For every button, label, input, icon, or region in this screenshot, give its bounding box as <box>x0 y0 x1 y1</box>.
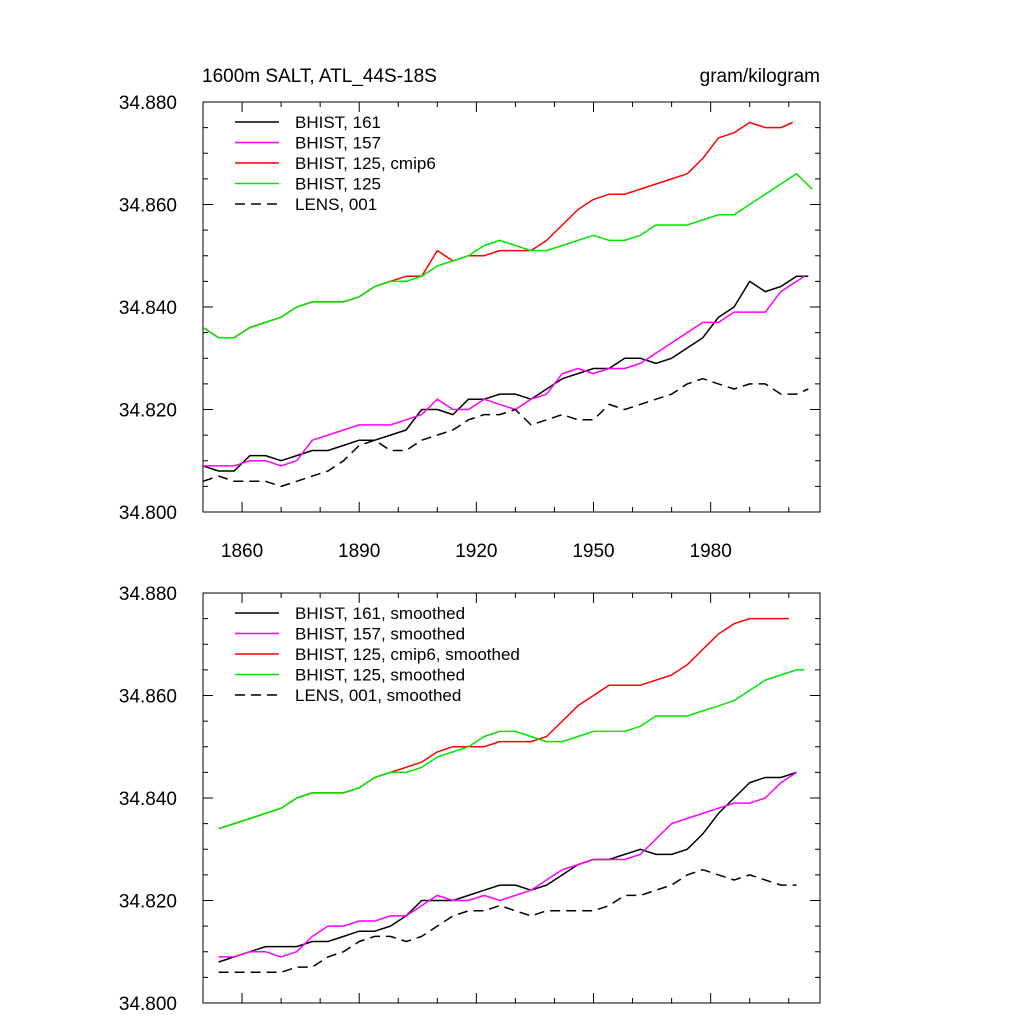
legend-label: LENS, 001, smoothed <box>295 686 461 705</box>
legend-label: BHIST, 125, cmip6 <box>295 154 436 173</box>
x-tick-label: 1890 <box>338 541 380 562</box>
y-tick-label: 34.800 <box>119 994 177 1015</box>
series-line-5 <box>218 868 797 974</box>
x-tick-label: 1860 <box>221 541 263 562</box>
y-tick-label: 34.880 <box>119 93 177 114</box>
bottom-panel: 34.800 34.820 34.840 34.860 34.880 BHIST, 161… <box>119 584 821 1015</box>
legend-label: BHIST, 125, cmip6, smoothed <box>295 645 520 664</box>
series-line-2 <box>203 275 805 467</box>
series-line-4 <box>218 669 805 830</box>
series-line-1 <box>202 275 809 472</box>
legend-label: BHIST, 125 <box>295 175 381 194</box>
legend-label: BHIST, 161, smoothed <box>295 604 465 623</box>
legend-label: BHIST, 157, smoothed <box>295 625 465 644</box>
x-tick-label: 1920 <box>455 541 497 562</box>
y-tick-label: 34.860 <box>119 196 177 217</box>
y-tick-label: 34.820 <box>119 401 177 422</box>
top-panel: 34.800 34.820 34.840 34.860 34.880 1860 1890 19… <box>119 93 821 562</box>
x-tick-label: 1980 <box>690 541 732 562</box>
legend-label: BHIST, 161 <box>295 113 381 132</box>
x-tick-label: 1950 <box>572 541 614 562</box>
legend-label: LENS, 001 <box>295 195 377 214</box>
units-label: gram/kilogram <box>700 66 820 87</box>
y-tick-label: 34.860 <box>119 687 177 708</box>
y-tick-label: 34.840 <box>119 789 177 810</box>
series-line-4 <box>202 173 813 339</box>
y-tick-label: 34.880 <box>119 584 177 605</box>
series-line-5 <box>202 377 809 488</box>
y-tick-label: 34.820 <box>119 892 177 913</box>
series-line-1 <box>218 771 797 963</box>
y-tick-label: 34.840 <box>119 298 177 319</box>
legend-label: BHIST, 157 <box>295 134 381 153</box>
series-line-3 <box>202 121 793 339</box>
figure-title: 1600m SALT, ATL_44S-18S <box>202 66 437 87</box>
series-line-2 <box>218 771 798 958</box>
y-tick-label: 34.800 <box>119 503 177 524</box>
legend-label: BHIST, 125, smoothed <box>295 666 465 685</box>
